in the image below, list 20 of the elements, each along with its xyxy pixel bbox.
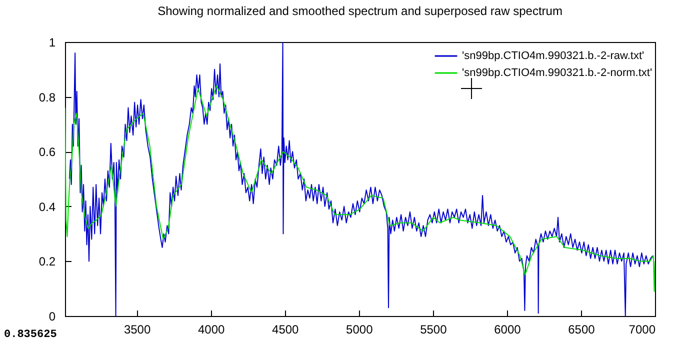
legend-label: 'sn99bp.CTIO4m.990321.b.-2-raw.txt': [462, 50, 644, 62]
legend-label: 'sn99bp.CTIO4m.990321.b.-2-norm.txt': [462, 67, 652, 79]
line-series: [65, 85, 655, 292]
y-tick-label: 0: [48, 310, 56, 324]
text: 0.835625: [4, 329, 57, 341]
y-tick-label: 0.6: [38, 145, 56, 160]
x-tick-label: 6500: [568, 322, 596, 336]
x-tick-label: 4500: [272, 322, 300, 336]
x-tick-label: 5500: [420, 322, 448, 336]
x-tick-label: 6000: [494, 322, 522, 336]
y-tick-label: 0.4: [38, 200, 56, 214]
x-tick-label: 4000: [198, 322, 226, 336]
x-tick-label: 3500: [124, 322, 151, 336]
y-tick-label: 0.8: [38, 90, 56, 104]
chart-title: Showing normalized and smoothed spectrum and superposed raw spectrum: [158, 4, 562, 18]
x-tick-label: 7000: [628, 322, 656, 336]
line-series: [68, 42, 654, 316]
x-tick-label: 5000: [346, 322, 374, 336]
y-tick-label: 1: [48, 36, 56, 50]
y-tick-label: 0.2: [38, 254, 56, 269]
